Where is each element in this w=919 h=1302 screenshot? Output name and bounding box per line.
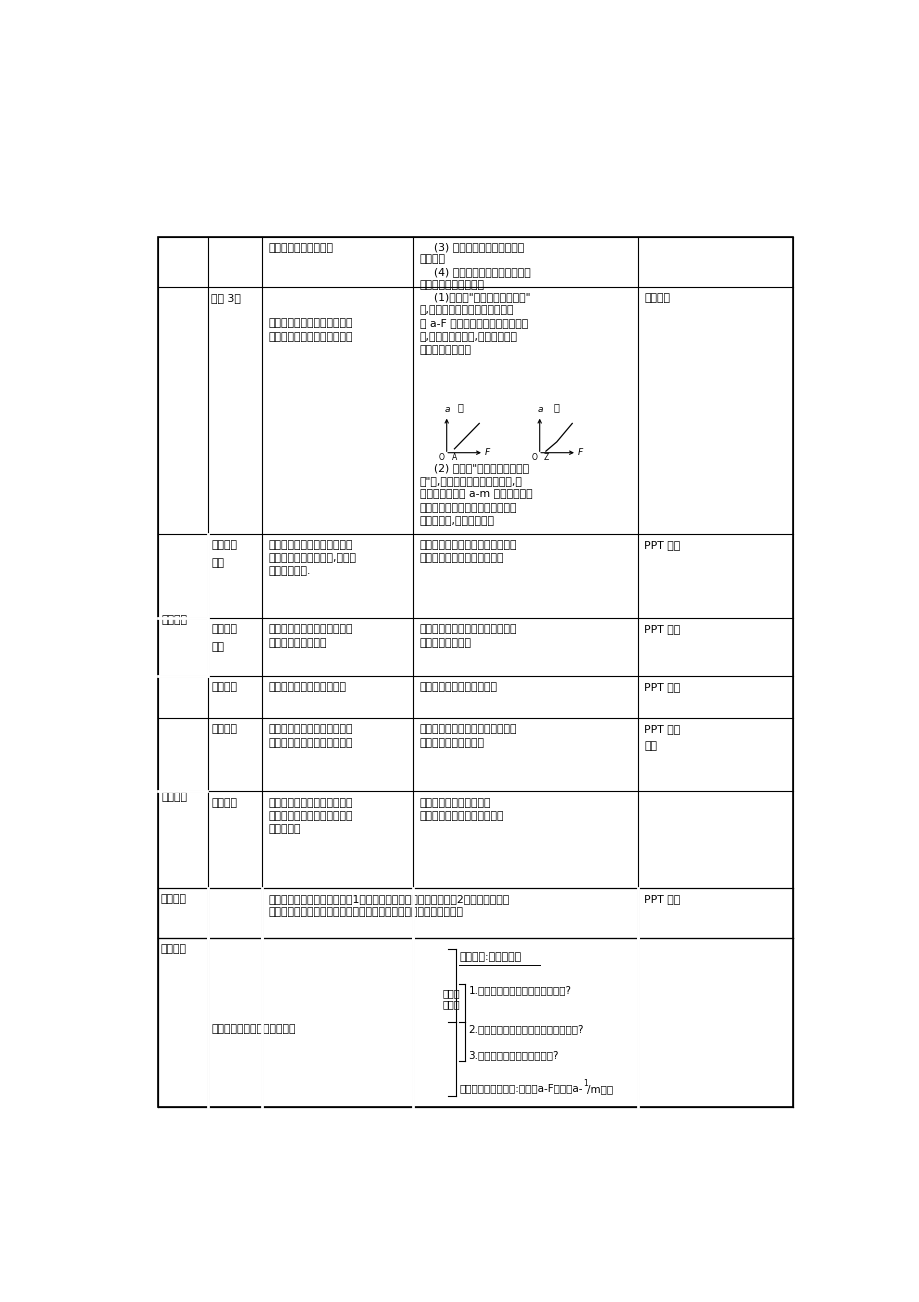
- Text: 板书设计: 板书设计: [161, 944, 187, 954]
- Text: A: A: [451, 453, 457, 462]
- Text: 教师可根据实际情况决定有没
有必要总结或部分点评一下。: 教师可根据实际情况决定有没 有必要总结或部分点评一下。: [268, 724, 353, 747]
- Text: a: a: [537, 405, 542, 414]
- Text: /m图象: /m图象: [586, 1085, 612, 1094]
- Text: 教师可在学生完成后作点评: 教师可在学生完成后作点评: [268, 682, 346, 693]
- Text: 拓展技能
检测: 拓展技能 检测: [210, 625, 237, 652]
- Text: (1)在探究"加速度与力的关系"
时,若由实验结果画出的小车运动
的 a-F 图线是一条并不过原点的直
线,如图甲和乙所示,请你说明实验
中存在什么问题？: (1)在探究"加速度与力的关系" 时,若由实验结果画出的小车运动 的 a-F 图…: [419, 292, 529, 355]
- Text: 牛顿第一定律的重要贡献：（1）力不是维持物体运动的原因，（2）力是改变物体
运动状态的原因。应用生活中的实例来进一步说明支持这两个观点。: 牛顿第一定律的重要贡献：（1）力不是维持物体运动的原因，（2）力是改变物体 运动…: [268, 894, 509, 918]
- Text: PPT 课件: PPT 课件: [643, 682, 680, 693]
- Text: 乙: 乙: [553, 402, 559, 413]
- Text: 2.如何测量物体的质量及其所受合外力?: 2.如何测量物体的质量及其所受合外力?: [468, 1025, 584, 1034]
- Text: 通过图象分析物理量之间的关
系是物理中常用的数学方法。: 通过图象分析物理量之间的关 系是物理中常用的数学方法。: [268, 318, 353, 342]
- Text: 第三层级: 第三层级: [162, 615, 187, 625]
- Text: 1.如何保证物体做匀加速直线运动?: 1.如何保证物体做匀加速直线运动?: [468, 986, 571, 996]
- Text: 记录要点: 记录要点: [210, 682, 237, 693]
- Text: 视学生基础和课堂时间、教学
进度决定是否作要求: 视学生基础和课堂时间、教学 进度决定是否作要求: [268, 625, 353, 648]
- Text: 甲: 甲: [458, 402, 463, 413]
- Text: F: F: [577, 448, 582, 457]
- Text: PPT 课件: PPT 课件: [643, 540, 680, 549]
- Text: (2) 在探究"加速度与质量的关
系"时,发现加速度与质量成反比,则
实验结果画出的 a-m 图线是一条直
线还是曲线？为了更加直观地体现
它们的关系,应如何处: (2) 在探究"加速度与质量的关 系"时,发现加速度与质量成反比,则 实验结果画…: [419, 462, 531, 526]
- Text: 基本技能
检测: 基本技能 检测: [210, 540, 237, 568]
- Bar: [157, 237, 792, 1107]
- Text: PPT 课件: PPT 课件: [643, 894, 680, 904]
- Text: 根据自己的感受如实填写
根据自己的思考找出解决方案: 根据自己的感受如实填写 根据自己的思考找出解决方案: [419, 798, 504, 822]
- Text: 学生就本节所学做一个自我总结，
之后可小组交流讨论。: 学生就本节所学做一个自我总结， 之后可小组交流讨论。: [419, 724, 516, 747]
- Text: 口头表述: 口头表述: [643, 293, 670, 303]
- Text: 探究加速度与力、质量的关系: 探究加速度与力、质量的关系: [211, 1023, 296, 1034]
- Text: 感悟收获: 感悟收获: [210, 798, 237, 807]
- Text: 实验方法:控制变量法: 实验方法:控制变量法: [459, 953, 521, 962]
- Text: F: F: [484, 448, 489, 457]
- Text: 知识总结: 知识总结: [210, 724, 237, 734]
- Text: PPT 课件
呈现: PPT 课件 呈现: [643, 724, 680, 751]
- Text: a: a: [444, 405, 449, 414]
- Text: 根据具体情况与部分同学（特
别是各小组组长）交流,掌握学
生的学习情况.: 根据具体情况与部分同学（特 别是各小组组长）交流,掌握学 生的学习情况.: [268, 540, 356, 577]
- Text: O: O: [438, 453, 444, 462]
- Text: 注意有代表性的收集一些学生
的体会，以便有针对性地调整
教学方法。: 注意有代表性的收集一些学生 的体会，以便有针对性地调整 教学方法。: [268, 798, 353, 835]
- Text: PPT 课件: PPT 课件: [643, 625, 680, 634]
- Text: 教师未提出要求的情况下学有余力
的学生可自主完成: 教师未提出要求的情况下学有余力 的学生可自主完成: [419, 625, 516, 648]
- Text: 注重实验原理的教学。: 注重实验原理的教学。: [268, 243, 333, 254]
- Text: 第四层级: 第四层级: [162, 792, 187, 802]
- Text: 主题 3：: 主题 3：: [210, 293, 241, 303]
- Text: 案设计: 案设计: [441, 1000, 460, 1009]
- Text: 课外拓展: 课外拓展: [161, 894, 187, 904]
- Text: Z: Z: [543, 453, 548, 462]
- Text: O: O: [531, 453, 537, 462]
- Text: 实验操作及数据处理:描绘出a-F图象和a-: 实验操作及数据处理:描绘出a-F图象和a-: [459, 1083, 582, 1094]
- Text: (3) 说说我们是怎样改变和测
量力的。
    (4) 说说实验中怎样测量（或比
较）小车的加速度。＋: (3) 说说我们是怎样改变和测 量力的。 (4) 说说实验中怎样测量（或比 较）…: [419, 242, 529, 290]
- Text: 学生在相应的位置作笔记。: 学生在相应的位置作笔记。: [419, 682, 497, 693]
- Text: 全体学生独立思考，独立完全，小
组同学都完成后可交流讨论。: 全体学生独立思考，独立完全，小 组同学都完成后可交流讨论。: [419, 540, 516, 562]
- Text: 1: 1: [583, 1079, 587, 1087]
- Text: 实验方: 实验方: [441, 988, 460, 997]
- Text: 3.如何测量物体运动的加速度?: 3.如何测量物体运动的加速度?: [468, 1051, 559, 1060]
